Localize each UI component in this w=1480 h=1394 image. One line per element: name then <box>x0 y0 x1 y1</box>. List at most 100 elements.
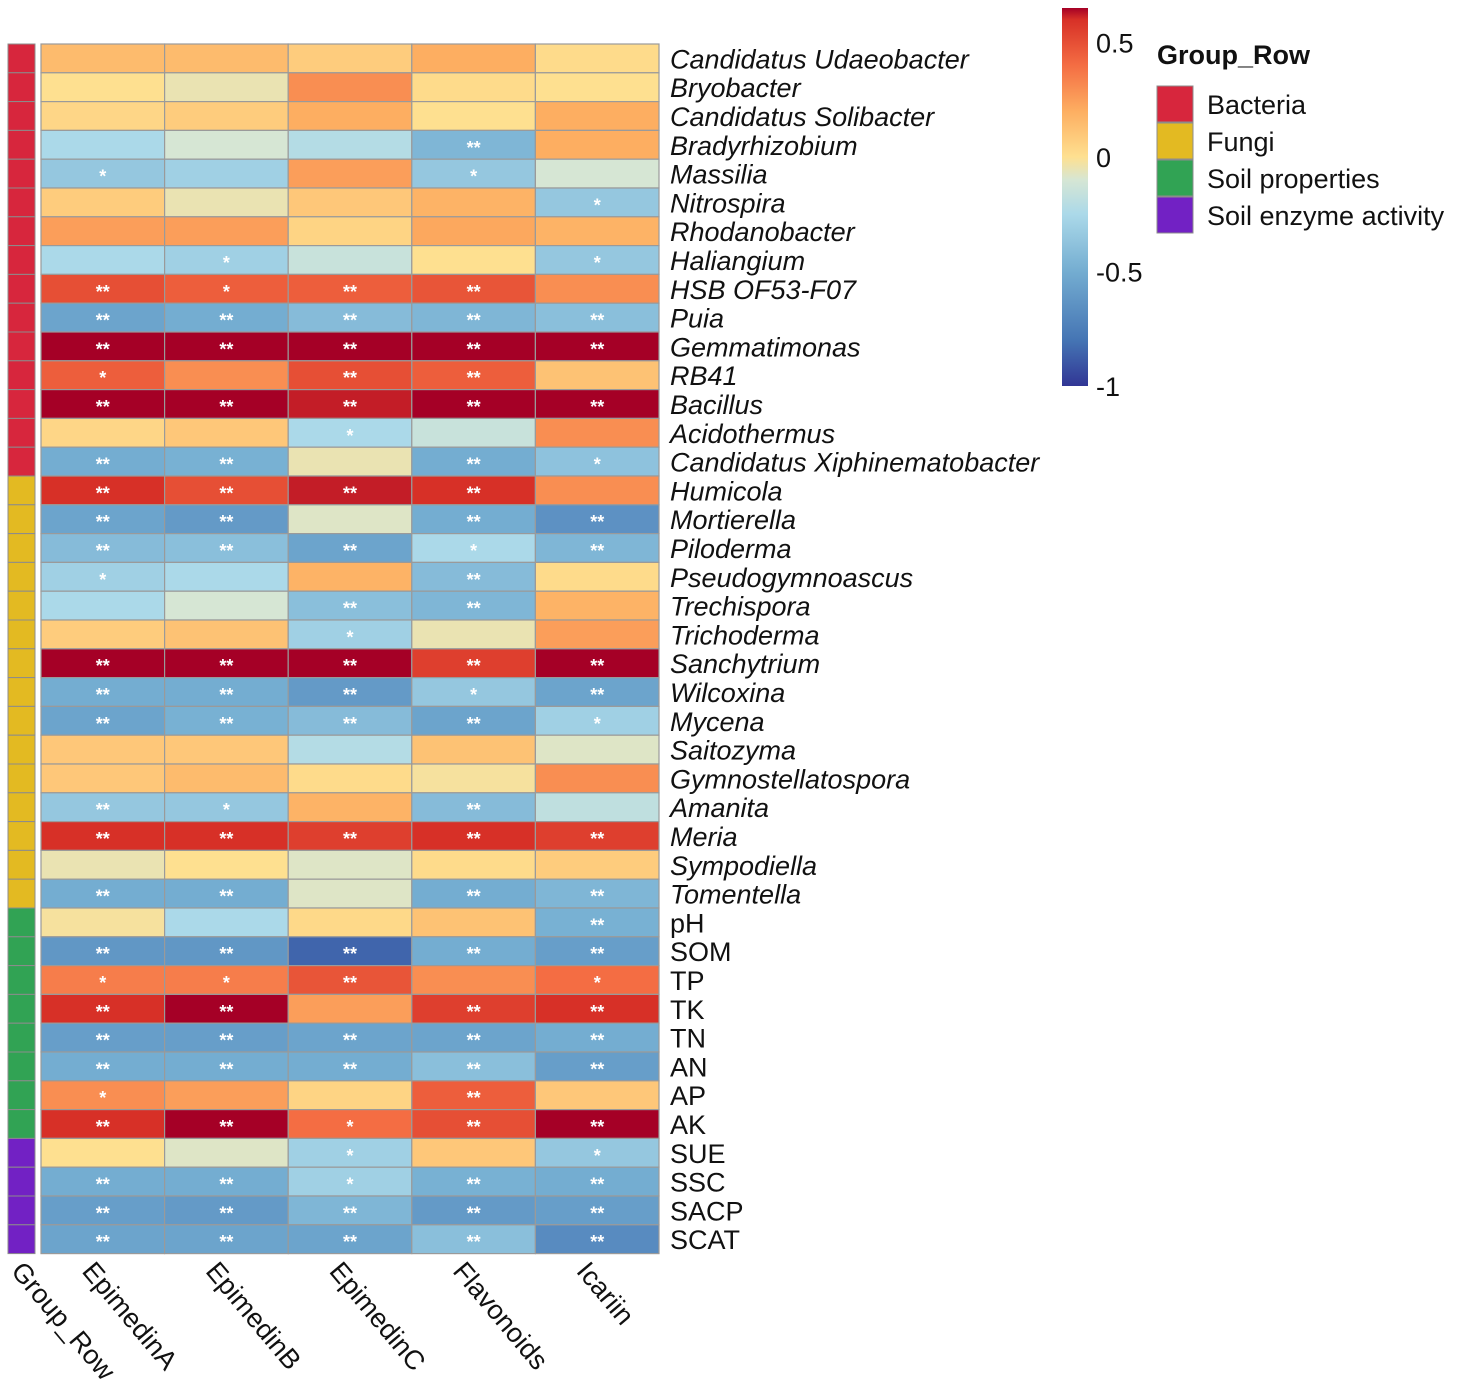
annotation-cell-24 <box>7 734 36 765</box>
heatmap-cell-r25-c3 <box>411 763 536 794</box>
legend-label-2: Soil properties <box>1207 164 1380 194</box>
group-legend: Group_Row Bacteria Fungi Soil properties Soi… <box>1156 40 1445 234</box>
annotation-cell-28 <box>7 849 36 880</box>
heatmap-cell-r3-c2 <box>287 129 413 160</box>
heatmap-cell-r20-c3 <box>411 619 536 650</box>
heatmap-cell-r16-c1 <box>164 504 289 535</box>
heatmap-cell-r17-c4 <box>534 532 660 563</box>
heatmap-cell-r33-c2 <box>287 993 413 1024</box>
heatmap-cell-r26-c0 <box>40 792 166 823</box>
heatmap-cell-r0-c3 <box>411 43 536 74</box>
sig-mark-r33-c3: ** <box>467 1002 481 1022</box>
heatmap-cell-r16-c2 <box>287 504 413 535</box>
heatmap-cell-r17-c3 <box>411 532 536 563</box>
sig-mark-r19-c2: ** <box>343 599 357 619</box>
sig-mark-r17-c0: ** <box>96 541 110 561</box>
sig-mark-r27-c2: ** <box>343 829 357 849</box>
color-scale-tick-0: 0.5 <box>1096 28 1134 58</box>
heatmap-cell-r5-c0 <box>40 187 166 218</box>
heatmap-cell-r7-c0 <box>40 245 166 276</box>
heatmap-cell-r25-c0 <box>40 763 166 794</box>
heatmap-cell-r39-c3 <box>411 1166 536 1197</box>
heatmap-cell-r1-c0 <box>40 72 166 103</box>
heatmap-cell-r20-c4 <box>534 619 660 650</box>
sig-mark-r9-c1: ** <box>219 311 233 331</box>
heatmap-cell-r11-c1 <box>164 360 289 391</box>
sig-mark-r23-c3: ** <box>467 714 481 734</box>
color-scale-tick-1: 0 <box>1096 143 1111 173</box>
column-label-4: Icariin <box>571 1256 640 1330</box>
heatmap-cell-r41-c0 <box>40 1224 166 1255</box>
sig-mark-r20-c2: * <box>346 627 353 647</box>
row-label-37: AK <box>670 1110 706 1140</box>
heatmap-cell-r5-c4 <box>534 187 660 218</box>
heatmap-cell-r13-c4 <box>534 417 660 448</box>
heatmap-cell-r17-c1 <box>164 532 289 563</box>
heatmap-cell-r19-c0 <box>40 590 166 621</box>
sig-mark-r34-c0: ** <box>96 1031 110 1051</box>
row-label-27: Meria <box>670 822 738 852</box>
sig-mark-r5-c4: * <box>594 195 601 215</box>
sig-mark-r3-c3: ** <box>467 138 481 158</box>
heatmap-cell-r20-c0 <box>40 619 166 650</box>
annotation-cell-26 <box>7 792 36 823</box>
row-label-38: SUE <box>670 1139 726 1169</box>
heatmap-cell-r1-c1 <box>164 72 289 103</box>
heatmap-cell-r23-c0 <box>40 705 166 736</box>
heatmap-cell-r32-c3 <box>411 964 536 995</box>
heatmap-cell-r12-c3 <box>411 389 536 420</box>
heatmap-cell-r0-c4 <box>534 43 660 74</box>
sig-mark-r12-c3: ** <box>467 397 481 417</box>
heatmap-cell-r25-c2 <box>287 763 413 794</box>
sig-mark-r22-c3: * <box>470 685 477 705</box>
heatmap-cell-r34-c4 <box>534 1022 660 1053</box>
sig-mark-r40-c1: ** <box>219 1203 233 1223</box>
heatmap-cell-r19-c2 <box>287 590 413 621</box>
sig-mark-r4-c3: * <box>470 167 477 187</box>
heatmap-cell-r4-c1 <box>164 158 289 189</box>
sig-mark-r16-c0: ** <box>96 512 110 532</box>
annotation-cell-11 <box>7 360 36 391</box>
heatmap-cell-r21-c4 <box>534 648 660 679</box>
heatmap-cell-r30-c4 <box>534 907 660 938</box>
legend-label-3: Soil enzyme activity <box>1207 201 1445 231</box>
sig-mark-r37-c0: ** <box>96 1117 110 1137</box>
sig-mark-r7-c4: * <box>594 253 601 273</box>
heatmap-cell-r16-c4 <box>534 504 660 535</box>
heatmap-cell-r0-c0 <box>40 43 166 74</box>
heatmap-cell-r35-c0 <box>40 1051 166 1082</box>
sig-mark-r12-c2: ** <box>343 397 357 417</box>
heatmap-cell-r35-c3 <box>411 1051 536 1082</box>
heatmap-cell-r29-c2 <box>287 878 413 909</box>
heatmap-cell-r8-c1 <box>164 273 289 304</box>
heatmap-cell-r21-c1 <box>164 648 289 679</box>
sig-mark-r37-c2: * <box>346 1117 353 1137</box>
heatmap-cell-r10-c2 <box>287 331 413 362</box>
significance-marks: *** *** *** * ** **** ** ** ** **** ** ** ** *** ** ***… <box>96 138 604 1252</box>
row-label-26: Amanita <box>668 793 769 823</box>
heatmap-cell-r36-c4 <box>534 1080 660 1111</box>
heatmap-cell-r12-c0 <box>40 389 166 420</box>
sig-mark-r12-c4: ** <box>590 397 604 417</box>
heatmap-cell-r6-c3 <box>411 216 536 247</box>
heatmap-cell-r22-c4 <box>534 676 660 707</box>
row-label-29: Tomentella <box>670 880 801 910</box>
sig-mark-r14-c0: ** <box>96 455 110 475</box>
heatmap-cells <box>40 43 660 1255</box>
heatmap-cell-r6-c0 <box>40 216 166 247</box>
heatmap-cell-r7-c3 <box>411 245 536 276</box>
heatmap-cell-r11-c0 <box>40 360 166 391</box>
heatmap-cell-r7-c2 <box>287 245 413 276</box>
heatmap-cell-r39-c0 <box>40 1166 166 1197</box>
sig-mark-r27-c3: ** <box>467 829 481 849</box>
sig-mark-r38-c4: * <box>594 1146 601 1166</box>
sig-mark-r15-c2: ** <box>343 483 357 503</box>
sig-mark-r21-c0: ** <box>96 656 110 676</box>
heatmap-cell-r3-c1 <box>164 129 289 160</box>
heatmap-cell-r13-c2 <box>287 417 413 448</box>
heatmap-cell-r5-c2 <box>287 187 413 218</box>
sig-mark-r31-c3: ** <box>467 944 481 964</box>
sig-mark-r34-c2: ** <box>343 1031 357 1051</box>
annotation-cell-20 <box>7 619 36 650</box>
row-label-3: Bradyrhizobium <box>670 131 858 161</box>
